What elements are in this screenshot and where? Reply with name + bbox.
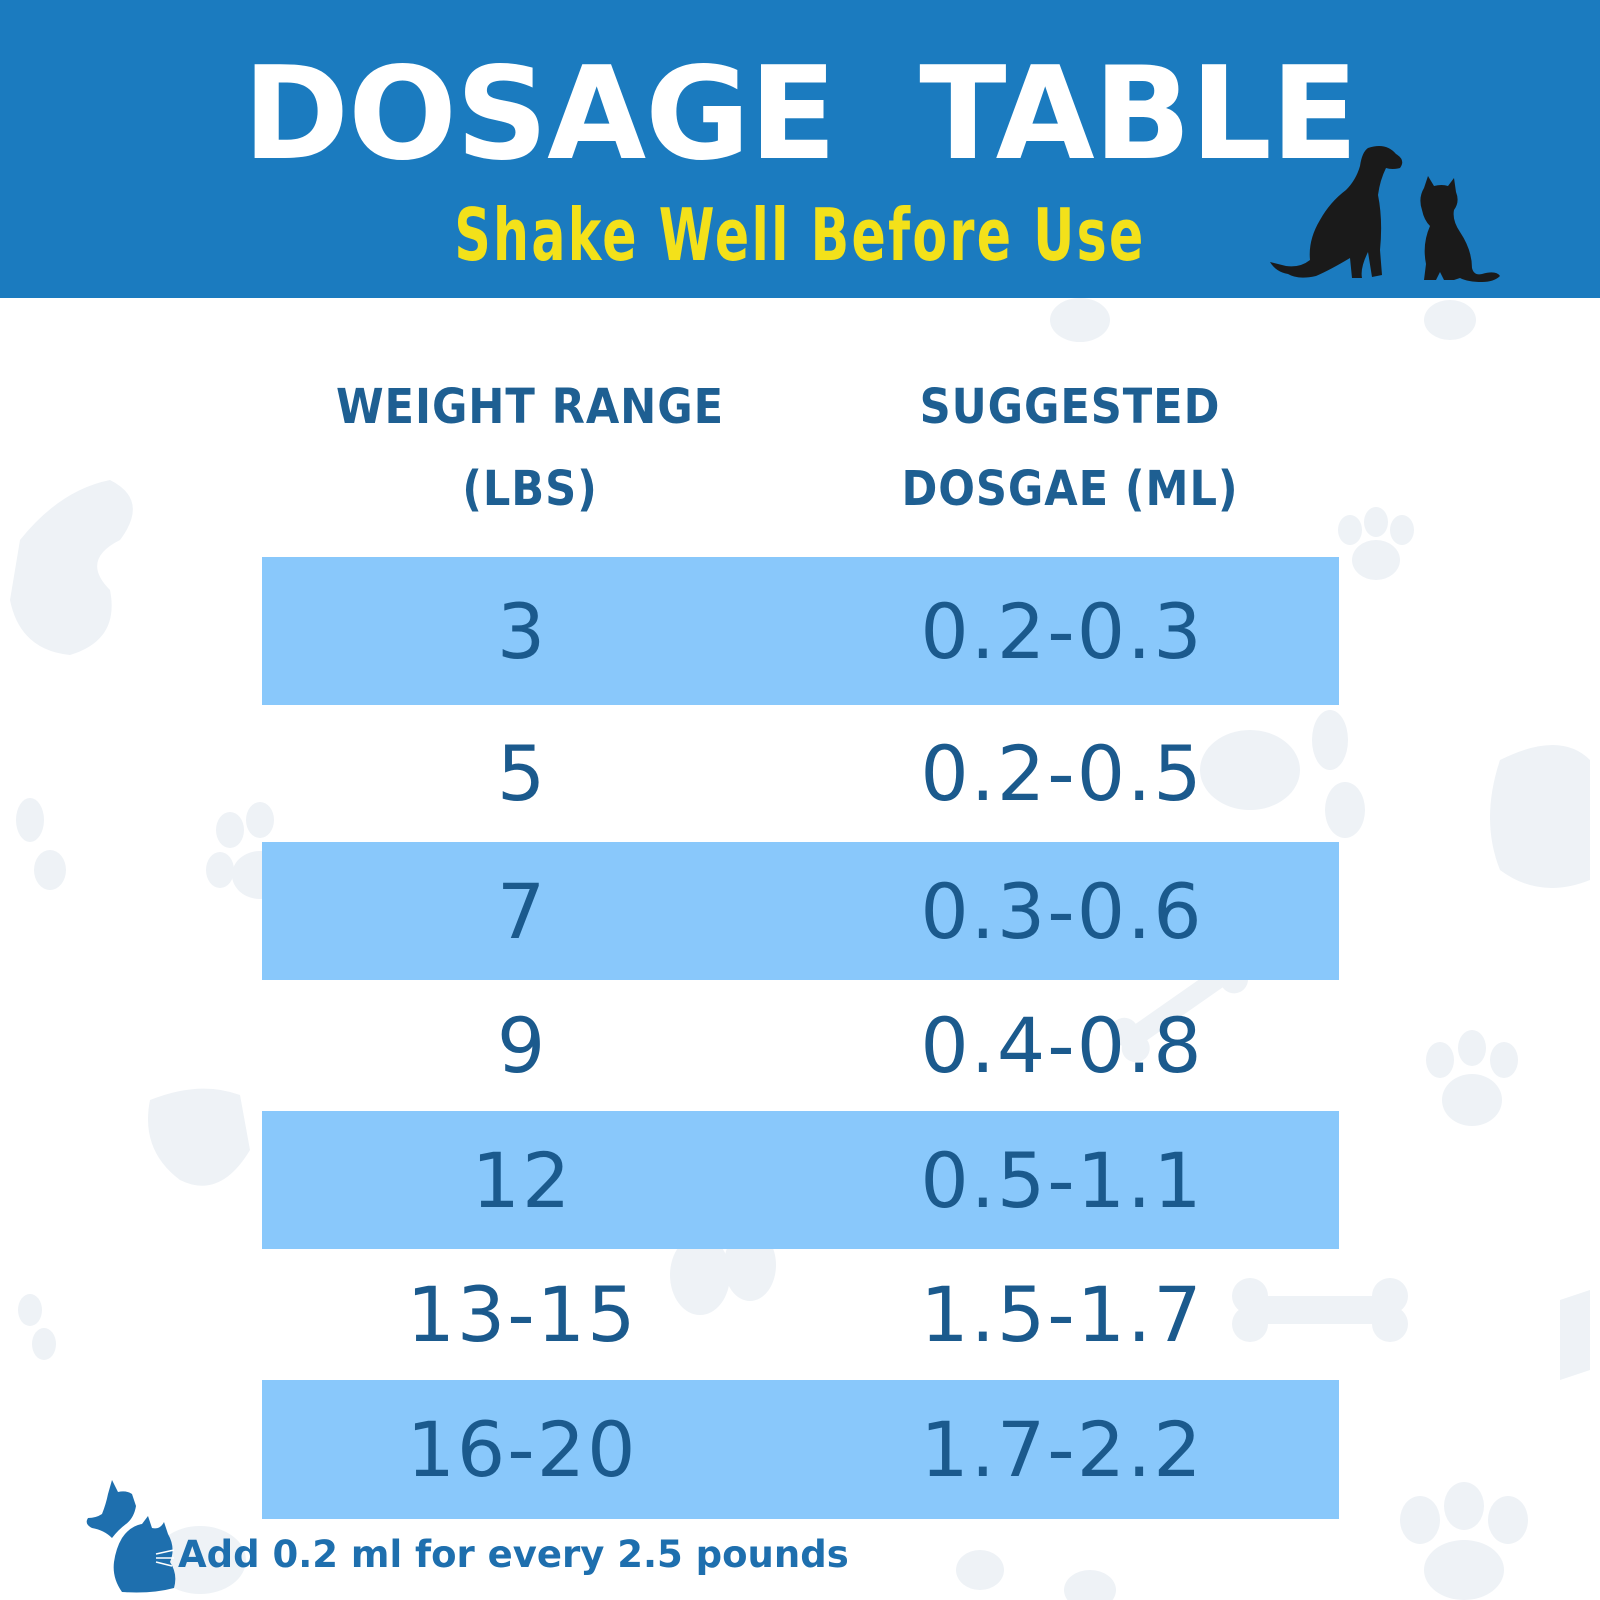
dosage-table: 3 0.2-0.3 5 0.2-0.5 7 0.3-0.6 9 0.4-0.8 …: [262, 557, 1339, 1519]
dosage-cell: 0.3-0.6: [920, 866, 1204, 956]
page-title: DOSAGE TABLE: [242, 40, 1358, 189]
weight-cell: 9: [496, 1001, 548, 1090]
dosage-cell: 1.7-2.2: [920, 1405, 1204, 1494]
column-header-dosage-line2: DOSGAE (ML): [901, 461, 1239, 517]
weight-cell: 5: [496, 729, 548, 818]
column-header-weight: WEIGHT RANGE (LBS): [278, 366, 782, 530]
weight-cell: 16-20: [406, 1405, 638, 1494]
table-row: 13-15 1.5-1.7: [262, 1249, 1339, 1380]
page-subtitle: Shake Well Before Use: [454, 193, 1146, 277]
weight-cell: 13-15: [406, 1270, 638, 1359]
table-row: 7 0.3-0.6: [262, 842, 1339, 980]
footnote-dosage-rule: Add 0.2 ml for every 2.5 pounds: [178, 1533, 849, 1576]
column-header-weight-line1: WEIGHT RANGE: [336, 379, 724, 435]
table-row: 3 0.2-0.3: [262, 557, 1339, 705]
dosage-cell: 1.5-1.7: [920, 1270, 1204, 1359]
table-row: 5 0.2-0.5: [262, 705, 1339, 842]
table-row: 16-20 1.7-2.2: [262, 1380, 1339, 1519]
header-banner: DOSAGE TABLE Shake Well Before Use: [0, 0, 1600, 298]
dosage-cell: 0.5-1.1: [920, 1135, 1204, 1225]
table-row: 9 0.4-0.8: [262, 980, 1339, 1111]
dosage-cell: 0.2-0.3: [920, 586, 1204, 676]
dog-cat-silhouette-icon: [1270, 146, 1500, 282]
dosage-cell: 0.2-0.5: [920, 729, 1204, 818]
column-header-dosage: SUGGESTED DOSGAE (ML): [818, 366, 1322, 530]
column-header-dosage-line1: SUGGESTED: [919, 379, 1221, 435]
dosage-cell: 0.4-0.8: [920, 1001, 1204, 1090]
weight-cell: 12: [471, 1135, 573, 1225]
dog-cat-head-icon: [86, 1480, 176, 1593]
table-row: 12 0.5-1.1: [262, 1111, 1339, 1249]
weight-cell: 3: [496, 586, 548, 676]
weight-cell: 7: [496, 866, 548, 956]
column-header-weight-line2: (LBS): [462, 461, 598, 517]
